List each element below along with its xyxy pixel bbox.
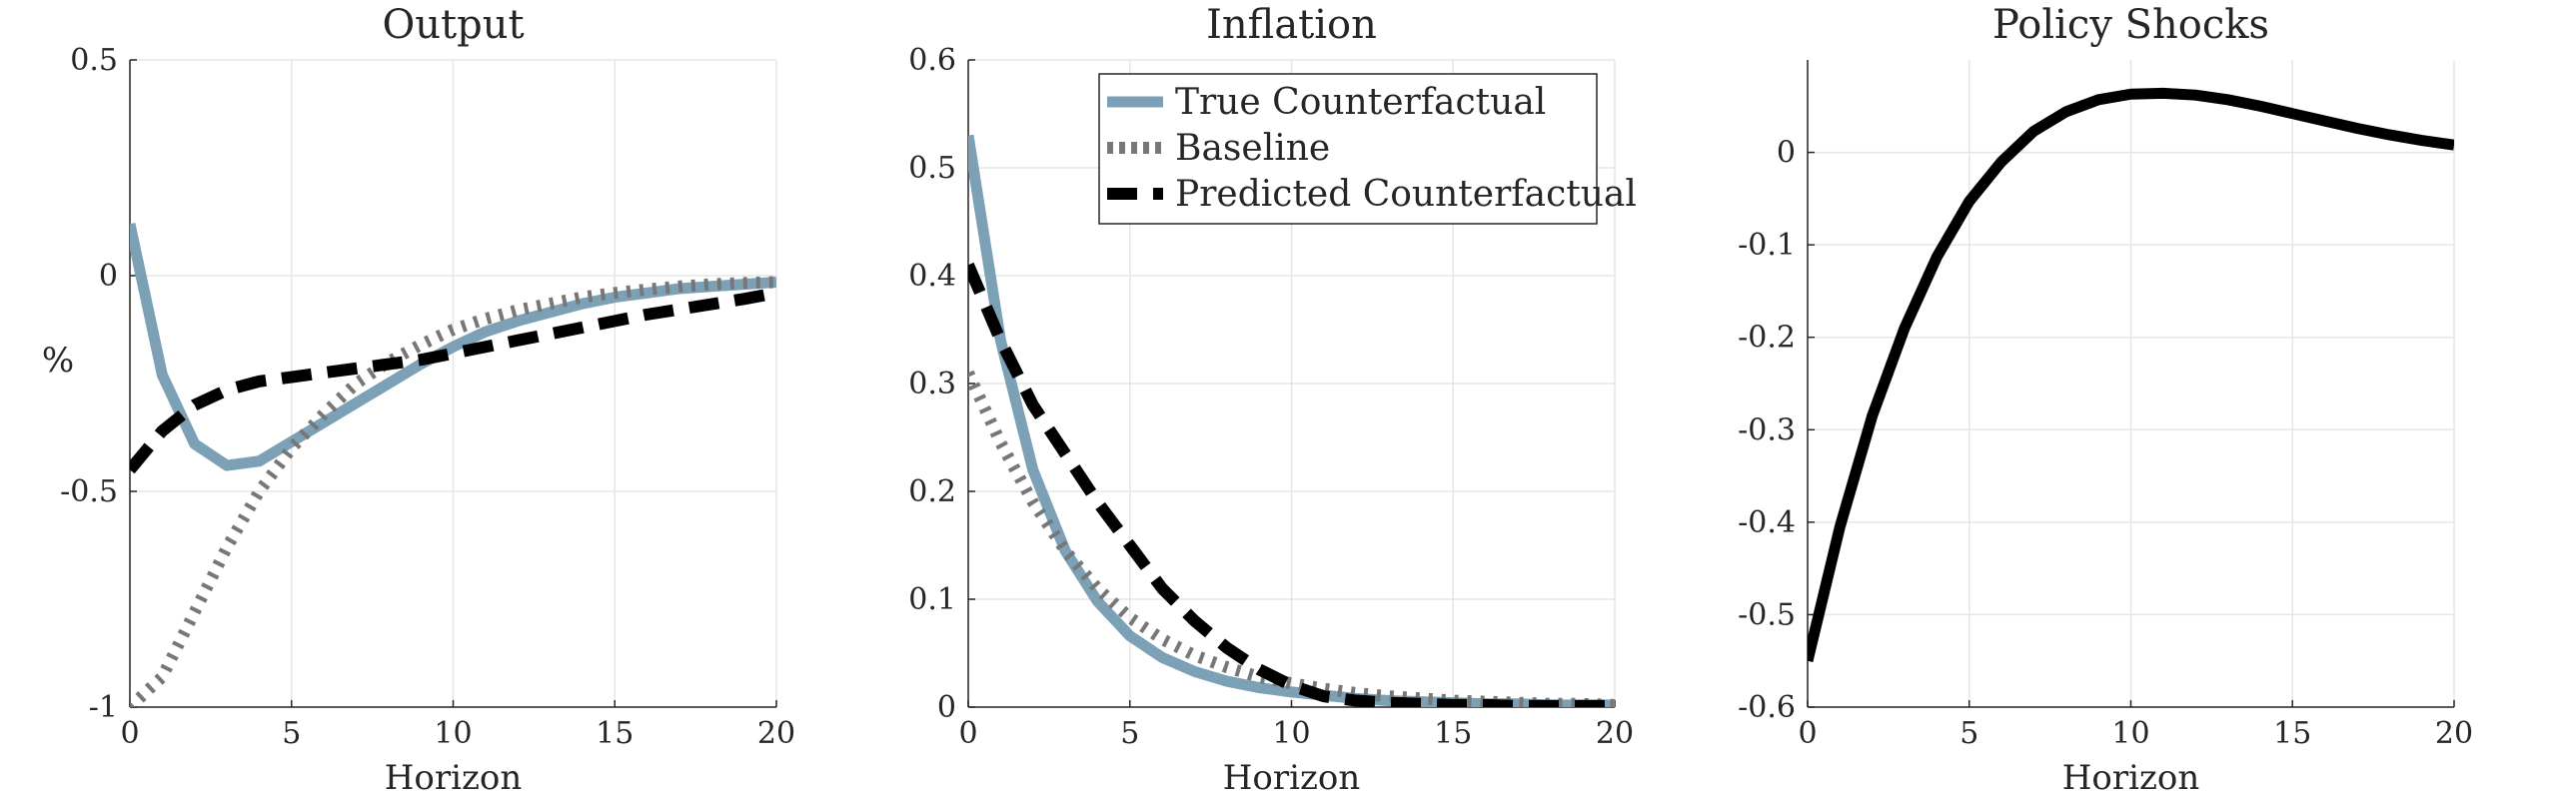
legend-label-baseline: Baseline xyxy=(1175,128,1330,169)
chart-title: Inflation xyxy=(1206,2,1377,48)
x-tick-label: 0 xyxy=(1798,716,1817,751)
y-tick-label: -0.2 xyxy=(1738,321,1796,356)
chart-title: Output xyxy=(382,2,524,48)
y-tick-label: 0.3 xyxy=(908,367,956,401)
x-axis-label: Horizon xyxy=(1223,758,1361,795)
series-line-baseline xyxy=(130,276,776,707)
chart-title: Policy Shocks xyxy=(1992,2,2269,48)
y-tick-label: 0 xyxy=(99,259,118,294)
x-tick-label: 20 xyxy=(757,716,795,751)
legend: True Counterfactual Baseline Predicted Cou… xyxy=(1098,73,1637,225)
y-tick-label: -0.1 xyxy=(1738,228,1796,263)
panel-inflation: 0 5 10 15 20 0 0.1 0.2 0.3 0.4 0.5 0.6 Inflation Hori… xyxy=(908,2,1634,795)
y-tick-label: 0.6 xyxy=(908,43,956,78)
y-axis-label: % xyxy=(42,341,74,381)
series-line-predicted-counterfactual xyxy=(130,287,776,474)
panel-output: 0 5 10 15 20 -1 -0.5 0 0.5 Output Horizon% xyxy=(42,2,795,795)
y-tick-label: 0.5 xyxy=(908,151,956,186)
x-tick-label: 15 xyxy=(1434,716,1472,751)
x-tick-label: 5 xyxy=(1120,716,1139,751)
panel-policy-shocks: 0 5 10 15 20 -0.6 -0.5 -0.4 -0.3 -0.2 -0.1 0 Policy … xyxy=(1738,2,2473,795)
y-tick-label: -0.4 xyxy=(1738,505,1796,540)
series-line-predicted-counterfactual xyxy=(968,262,1615,707)
y-tick-label: 0.1 xyxy=(908,582,956,617)
y-tick-label: 0 xyxy=(937,690,956,725)
x-tick-label: 5 xyxy=(282,716,301,751)
series-line-policy-shocks xyxy=(1808,87,2454,662)
x-tick-label: 0 xyxy=(120,716,139,751)
legend-label-predicted-counterfactual: Predicted Counterfactual xyxy=(1175,174,1637,215)
y-tick-label: 0.2 xyxy=(908,474,956,509)
y-tick-label: -0.3 xyxy=(1738,412,1796,447)
legend-label-true-counterfactual: True Counterfactual xyxy=(1175,82,1546,123)
y-tick-label: 0.5 xyxy=(70,43,118,78)
x-tick-label: 0 xyxy=(958,716,977,751)
x-tick-label: 10 xyxy=(1272,716,1310,751)
x-tick-label: 20 xyxy=(2435,716,2473,751)
y-tick-label: -0.5 xyxy=(1738,597,1796,632)
x-tick-label: 15 xyxy=(596,716,634,751)
y-tick-label: 0.4 xyxy=(908,259,956,294)
x-tick-label: 20 xyxy=(1596,716,1634,751)
y-tick-label: -0.5 xyxy=(60,474,118,509)
x-tick-label: 15 xyxy=(2273,716,2311,751)
x-tick-label: 10 xyxy=(434,716,472,751)
y-tick-label: -1 xyxy=(89,690,118,725)
x-axis-label: Horizon xyxy=(2062,758,2200,795)
x-tick-label: 10 xyxy=(2111,716,2149,751)
x-axis-label: Horizon xyxy=(385,758,523,795)
legend-box xyxy=(1098,73,1598,225)
y-tick-label: -0.6 xyxy=(1738,690,1796,725)
x-tick-label: 5 xyxy=(1959,716,1978,751)
y-tick-label: 0 xyxy=(1777,136,1796,171)
